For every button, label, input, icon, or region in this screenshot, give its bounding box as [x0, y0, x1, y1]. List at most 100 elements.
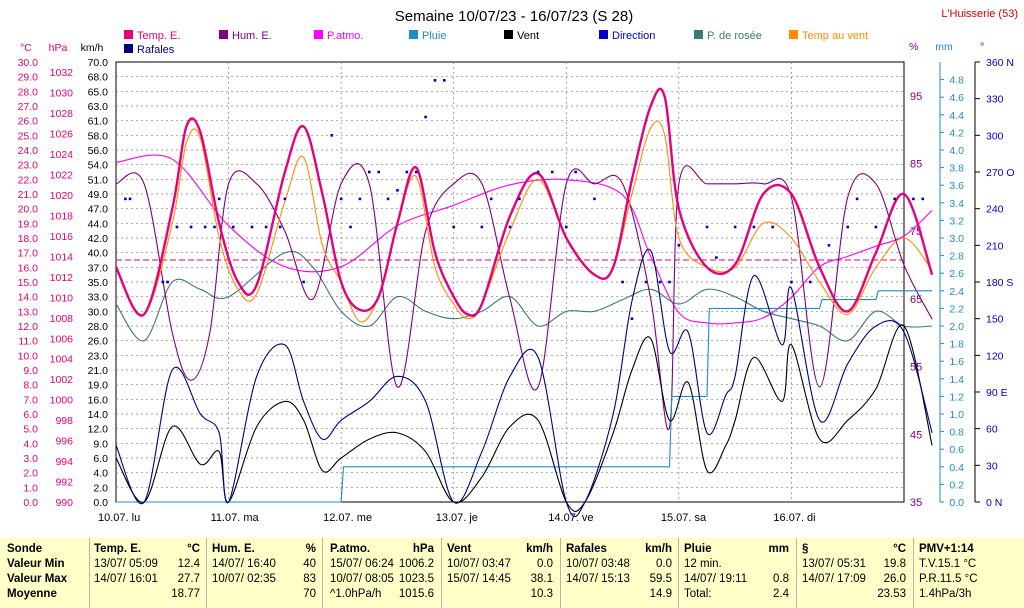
direction-dot — [790, 280, 793, 284]
direction-tick: 360 N — [986, 57, 1014, 69]
pressure-tick: 1012 — [50, 272, 74, 284]
stats-value: 1.4hPa/3h — [919, 588, 972, 600]
temp-tick: 15.0 — [18, 277, 39, 289]
temp-tick: 23.0 — [18, 160, 39, 172]
stats-value: T.V.15.1 °C — [919, 558, 977, 570]
direction-dot — [452, 225, 456, 229]
temp-tick: 26.0 — [18, 116, 39, 128]
legend-swatch — [504, 30, 513, 39]
direction-dot — [283, 197, 287, 201]
stats-date: 13/07/ 05:31 — [802, 558, 866, 570]
direction-tick: 150 — [986, 314, 1004, 326]
stats-title: P.atmo. — [330, 543, 371, 555]
rain-tick: 2.8 — [949, 251, 964, 263]
legend-swatch — [314, 30, 323, 39]
stats-row-label: Valeur Min — [7, 558, 65, 570]
stats-date: 15/07/ 14:45 — [447, 573, 511, 585]
stats-value: 1023.5 — [398, 573, 434, 585]
temp-tick: 6.0 — [23, 409, 38, 421]
stats-date: 12 min. — [684, 558, 722, 570]
stats-date: 10/07/ 08:05 — [330, 573, 394, 585]
series-temp-au-vent-line — [115, 120, 933, 323]
temp-tick: 0.0 — [23, 497, 38, 509]
temp-tick: 20.0 — [18, 204, 39, 216]
direction-dot — [433, 79, 437, 82]
temp-tick: 18.0 — [18, 233, 39, 245]
pressure-tick: 1004 — [50, 354, 74, 366]
panel-divider — [206, 538, 207, 608]
panel-divider — [678, 538, 679, 608]
rain-tick: 1.2 — [949, 391, 964, 403]
stats-average: 18.77 — [171, 588, 200, 600]
wind-unit: km/h — [81, 42, 104, 54]
rain-tick: 0.6 — [949, 444, 964, 456]
rain-tick: 2.0 — [949, 321, 964, 333]
legend-label: Direction — [612, 30, 655, 42]
wind-tick: 49.0 — [88, 189, 109, 201]
pressure-tick: 998 — [55, 415, 73, 427]
temp-tick: 5.0 — [23, 424, 38, 436]
rain-tick: 1.8 — [949, 339, 964, 351]
stats-title: Hum. E. — [212, 543, 255, 555]
series-p-de-ros-e-line — [115, 250, 933, 342]
stats-value: 12.4 — [177, 558, 200, 570]
pressure-tick: 996 — [55, 436, 73, 448]
day-label: 14.07. ve — [548, 512, 593, 524]
temp-tick: 8.0 — [23, 380, 38, 392]
direction-dot — [752, 225, 756, 229]
direction-dot — [893, 197, 896, 201]
direction-dot — [808, 280, 812, 284]
stats-value: 40 — [303, 558, 316, 570]
stats-value: 59.5 — [649, 573, 672, 585]
wind-tick: 58.0 — [88, 130, 109, 142]
wind-tick: 40.0 — [88, 248, 109, 260]
humidity-tick: 85 — [910, 159, 922, 171]
stats-unit: km/h — [645, 543, 672, 555]
direction-unit: ° — [980, 41, 984, 53]
stats-value: 83 — [303, 573, 316, 585]
temp-unit: °C — [20, 42, 32, 54]
direction-dot — [386, 197, 390, 201]
direction-dot — [921, 197, 925, 201]
pressure-tick: 1000 — [50, 395, 74, 407]
direction-tick: 180 S — [986, 277, 1013, 289]
stats-title: PMV+1:14 — [919, 543, 974, 555]
day-label: 12.07. me — [323, 512, 372, 524]
rain-tick: 3.0 — [949, 233, 964, 245]
pressure-tick: 994 — [55, 456, 73, 468]
wind-tick: 65.0 — [88, 86, 109, 98]
direction-dot — [203, 225, 207, 229]
stats-total: 2.4 — [773, 588, 789, 600]
direction-dot — [250, 225, 254, 229]
temp-tick: 29.0 — [18, 72, 39, 84]
stats-title: Vent — [447, 543, 472, 555]
legend-swatch — [124, 30, 133, 39]
pressure-tick: 1016 — [50, 231, 74, 243]
pressure-tick: 1006 — [50, 333, 74, 345]
pressure-tick: 1010 — [50, 292, 74, 304]
stats-col-hum: Hum. E.% 14/07/ 16:40 40 10/07/ 02:35 83 7… — [212, 542, 316, 606]
day-label: 13.07. je — [436, 512, 478, 524]
temp-tick: 3.0 — [23, 453, 38, 465]
direction-dots — [124, 79, 925, 320]
rain-tick: 3.8 — [949, 163, 964, 175]
wind-tick: 0.0 — [93, 497, 108, 509]
rain-tick: 3.6 — [949, 180, 964, 192]
legend-swatch — [789, 30, 798, 39]
stats-value: 0.8 — [773, 573, 789, 585]
temp-tick: 10.0 — [18, 350, 39, 362]
legend-swatch — [409, 30, 418, 39]
direction-tick: 270 O — [986, 167, 1015, 179]
legend-label: Rafales — [137, 44, 175, 56]
stats-unit: km/h — [526, 543, 553, 555]
temp-tick: 30.0 — [18, 57, 39, 69]
pressure-tick: 1008 — [50, 313, 74, 325]
wind-tick: 30.0 — [88, 306, 109, 318]
direction-dot — [874, 225, 878, 229]
pressure-tick: 1018 — [50, 210, 74, 222]
stats-unit: °C — [893, 543, 906, 555]
wind-tick: 28.0 — [88, 321, 109, 333]
temp-tick: 24.0 — [18, 145, 39, 157]
panel-divider — [913, 538, 914, 608]
pressure-tick: 1024 — [50, 149, 74, 161]
